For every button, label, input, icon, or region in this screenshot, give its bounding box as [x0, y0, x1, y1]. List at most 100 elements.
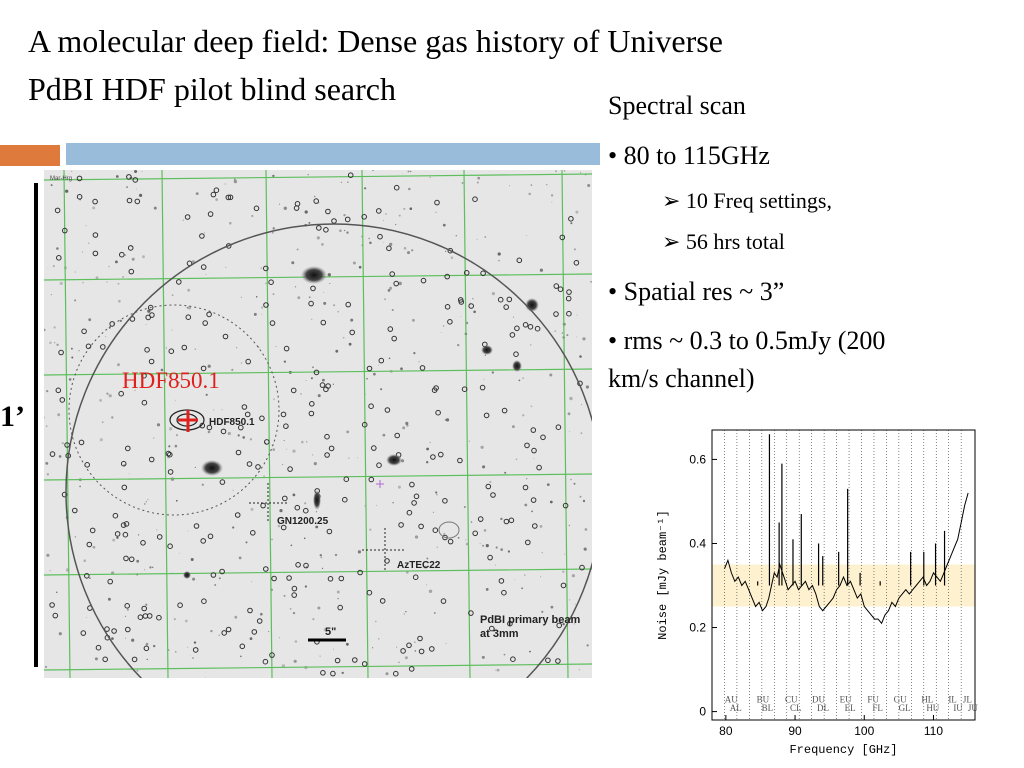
noise-dot — [539, 525, 543, 528]
grid-line-horizontal — [44, 663, 592, 671]
grid-line-horizontal — [44, 473, 592, 481]
noise-dot — [286, 448, 288, 450]
noise-dot — [344, 229, 346, 232]
source-circle — [168, 348, 175, 354]
noise-dot — [523, 574, 526, 576]
noise-dot — [78, 350, 80, 352]
noise-dot — [402, 173, 403, 175]
source-circle — [95, 644, 102, 651]
noise-dot — [144, 569, 146, 571]
noise-dot — [392, 502, 394, 504]
noise-dot — [283, 439, 285, 442]
noise-dot — [563, 170, 566, 172]
noise-dot — [432, 511, 434, 513]
noise-dot — [101, 421, 104, 424]
noise-dot — [335, 349, 339, 353]
noise-dot — [550, 194, 554, 197]
noise-dot — [435, 211, 437, 213]
source-circle — [463, 270, 470, 276]
noise-dot — [519, 617, 522, 621]
setting-label-bottom: JU — [968, 703, 979, 713]
noise-dot — [71, 356, 74, 359]
noise-dot — [463, 506, 466, 508]
noise-dot — [286, 426, 288, 428]
noise-dot — [260, 306, 264, 309]
noise-dot — [373, 372, 376, 376]
source-circle — [128, 556, 135, 563]
noise-dot — [50, 184, 53, 187]
noise-dot — [131, 638, 135, 642]
noise-dot — [460, 316, 462, 317]
noise-dot — [407, 170, 410, 173]
source-circle — [568, 216, 574, 222]
noise-dot — [292, 611, 296, 615]
noise-dot — [414, 535, 419, 539]
source-circle — [213, 187, 220, 194]
noise-dot — [65, 189, 69, 193]
noise-dot — [397, 485, 401, 489]
x-tick-label: 80 — [719, 724, 733, 738]
bullet-spatial-res: • Spatial res ~ 3” — [608, 277, 785, 306]
setting-label-top: CU — [785, 694, 798, 704]
source-circle — [263, 302, 269, 308]
noise-dot — [105, 336, 107, 338]
noise-dot — [411, 249, 414, 252]
source-circle — [487, 554, 493, 561]
noise-dot — [522, 377, 524, 379]
noise-dot — [79, 485, 81, 488]
noise-dot — [388, 357, 391, 360]
source-circle — [411, 500, 417, 506]
noise-dot — [205, 393, 208, 396]
setting-label-bottom: DL — [817, 703, 829, 713]
noise-dot — [312, 366, 314, 369]
noise-dot — [260, 267, 263, 270]
source-circle — [199, 233, 205, 239]
source-circle — [553, 283, 560, 289]
noise-dot — [541, 610, 544, 613]
noise-dot — [530, 405, 533, 408]
source-circle — [89, 527, 96, 534]
source-circle — [143, 645, 150, 652]
noise-dot — [426, 461, 429, 464]
noise-dot — [156, 423, 161, 427]
noise-dot — [461, 182, 464, 184]
source-circle — [349, 329, 356, 336]
noise-dot — [237, 434, 240, 437]
source-circle — [308, 410, 315, 417]
source-circle — [536, 464, 542, 471]
source-circle — [368, 476, 375, 483]
noise-dot — [518, 379, 521, 382]
noise-dot — [569, 396, 573, 401]
source-circle — [219, 479, 226, 485]
noise-dot — [485, 544, 489, 548]
source-circle — [251, 629, 258, 635]
source-circle — [522, 322, 529, 328]
source-circle — [112, 512, 119, 519]
noise-dot — [385, 213, 387, 215]
grid-line-vertical — [63, 170, 71, 678]
noise-dot — [289, 607, 292, 610]
noise-dot — [366, 377, 368, 380]
source-circle — [477, 516, 484, 522]
setting-label-top: BU — [757, 694, 770, 704]
source-circle — [206, 424, 213, 431]
noise-dot — [358, 265, 362, 269]
setting-label-bottom: BL — [762, 703, 774, 713]
noise-dot — [350, 318, 354, 322]
source-circle — [420, 277, 427, 284]
noise-dot — [398, 661, 400, 664]
source-circle — [291, 592, 297, 598]
noise-dot — [398, 281, 402, 286]
source-circle — [431, 387, 438, 393]
source-circle — [141, 399, 148, 406]
source-circle — [80, 630, 87, 636]
noise-dot — [45, 425, 48, 427]
source-circle — [199, 422, 206, 429]
noise-dot — [122, 276, 125, 278]
source-circle — [409, 481, 415, 488]
source-circle — [387, 326, 394, 332]
source-circle — [376, 462, 382, 469]
noise-dot — [193, 641, 197, 644]
source-circle — [447, 538, 454, 545]
noise-dot — [435, 491, 438, 494]
